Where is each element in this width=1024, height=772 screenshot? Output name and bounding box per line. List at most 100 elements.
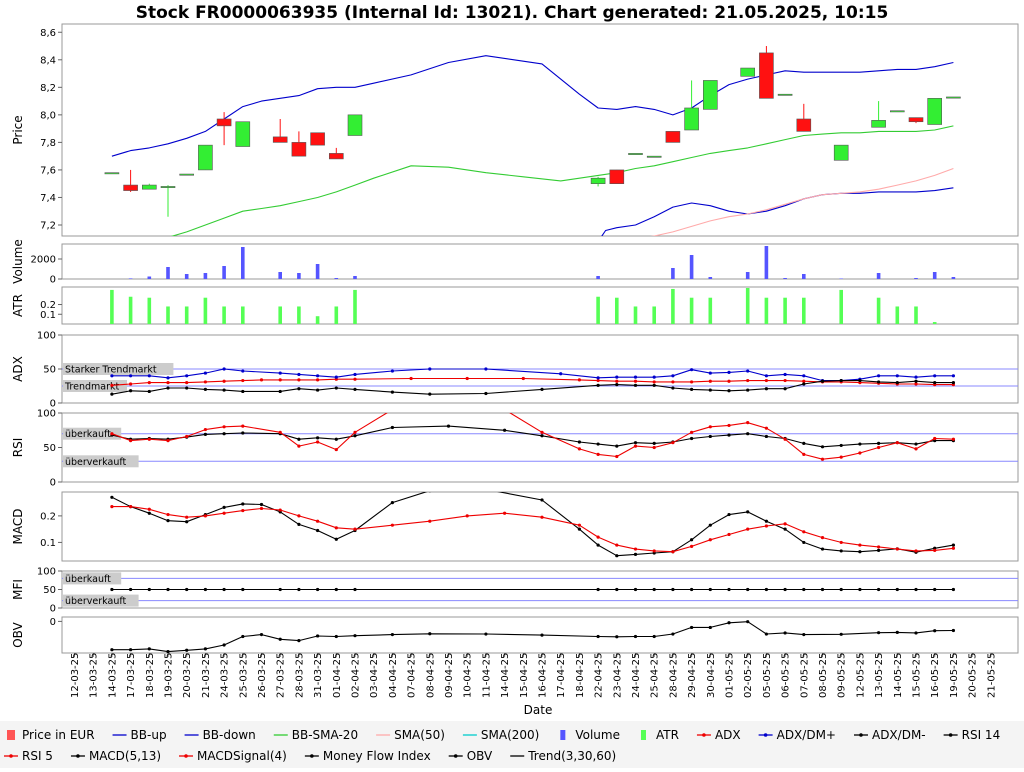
atr-panel-frame xyxy=(61,286,1019,325)
adx-point-adx xyxy=(316,378,320,382)
adx-point-adx xyxy=(521,376,525,381)
obv-point-obv xyxy=(933,629,937,633)
adx-point-adx xyxy=(166,381,170,385)
macd-point-macdsignal-4 xyxy=(259,506,264,511)
atr-bar xyxy=(839,289,843,324)
x-tick-label: 19-03-25 xyxy=(164,653,175,698)
mfi-point-money-flow-index xyxy=(110,587,114,592)
legend-swatch xyxy=(640,730,646,740)
price-candle xyxy=(123,184,138,191)
adx-point-adx xyxy=(708,379,712,383)
x-tick-label: 06-05-25 xyxy=(781,653,792,698)
volume-bar xyxy=(802,274,806,279)
obv-point-obv xyxy=(615,635,619,639)
atr-bar xyxy=(633,306,638,324)
obv-point-obv xyxy=(241,634,245,639)
adx-point-adx-dm xyxy=(764,387,769,391)
macd-point-macdsignal-4 xyxy=(241,508,245,513)
adx-point-adx-dm xyxy=(540,387,544,391)
macd-point-macd-5-13 xyxy=(259,502,264,507)
rsi-point-rsi-14 xyxy=(316,436,320,440)
adx-point-adx xyxy=(671,380,675,384)
price-candle xyxy=(609,169,625,184)
volume-bar xyxy=(278,272,282,279)
adx-point-adx-dm xyxy=(933,381,937,385)
rsi-y-tick-label: 0 xyxy=(50,478,56,489)
macd-point-macd-5-13 xyxy=(241,502,245,506)
macd-point-macdsignal-4 xyxy=(185,515,189,519)
mfi-point-money-flow-index xyxy=(129,587,133,592)
adx-point-adx-dm xyxy=(933,374,937,378)
x-tick-label: 18-03-25 xyxy=(145,653,156,698)
price-candle xyxy=(665,131,681,143)
x-tick-label: 13-03-25 xyxy=(89,653,100,698)
x-tick-label: 27-03-25 xyxy=(276,653,287,698)
price-candle xyxy=(908,117,924,123)
mfi-y-tick-label: 0 xyxy=(50,604,56,615)
legend-label: MACDSignal(4) xyxy=(197,749,287,763)
adx-point-adx-dm xyxy=(858,378,862,383)
adx-point-adx-dm xyxy=(353,387,357,391)
price-series-bb-down xyxy=(601,187,954,236)
macd-point-macdsignal-4 xyxy=(858,543,862,547)
rsi-y-axis-label: RSI xyxy=(11,438,25,458)
adx-point-adx-dm xyxy=(690,368,694,372)
macd-point-macd-5-13 xyxy=(334,537,338,541)
macd-point-macdsignal-4 xyxy=(222,511,226,515)
adx-point-adx-dm xyxy=(316,388,320,392)
rsi-point-rsi-14 xyxy=(540,434,544,438)
rsi-point-rsi-5 xyxy=(316,440,320,444)
adx-zone-label: Starker Trendmarkt xyxy=(65,365,157,376)
x-tick-label: 30-04-25 xyxy=(706,653,717,698)
legend-label: Price in EUR xyxy=(22,728,95,742)
legend-swatch-dot xyxy=(948,733,953,737)
x-tick-label: 05-05-25 xyxy=(762,653,773,698)
x-tick-label: 07-05-25 xyxy=(799,653,810,698)
adx-point-adx-dm xyxy=(708,371,712,375)
x-tick-label: 26-03-25 xyxy=(257,653,268,698)
price-candle xyxy=(702,80,718,110)
obv-point-obv xyxy=(316,634,320,638)
adx-point-adx xyxy=(690,380,694,384)
x-tick-label: 28-04-25 xyxy=(668,653,679,698)
price-candle xyxy=(235,121,251,147)
x-tick-label: 01-04-25 xyxy=(332,653,343,698)
x-tick-label: 20-05-25 xyxy=(968,653,979,698)
volume-bar xyxy=(334,278,339,279)
mfi-point-money-flow-index xyxy=(633,587,638,592)
adx-point-adx xyxy=(241,378,245,383)
volume-bar xyxy=(689,255,694,279)
rsi-point-rsi-14 xyxy=(222,432,226,436)
mfi-point-money-flow-index xyxy=(951,587,956,592)
volume-bar xyxy=(764,246,769,279)
macd-point-macdsignal-4 xyxy=(633,547,638,551)
chart-title: Stock FR0000063935 (Internal Id: 13021).… xyxy=(136,3,889,23)
rsi-point-rsi-5 xyxy=(802,452,806,456)
rsi-panel-frame xyxy=(61,412,1019,483)
rsi-point-rsi-14 xyxy=(914,442,918,446)
macd-point-macdsignal-4 xyxy=(820,536,825,540)
rsi-point-rsi-14 xyxy=(652,441,656,445)
mfi-point-money-flow-index xyxy=(877,587,881,592)
obv-point-obv xyxy=(147,647,151,651)
obv-point-obv xyxy=(334,634,338,639)
price-panel-frame xyxy=(61,23,1019,237)
macd-point-macdsignal-4 xyxy=(390,523,394,527)
mfi-point-money-flow-index xyxy=(222,587,226,592)
adx-point-adx-dm xyxy=(110,392,114,396)
obv-point-obv xyxy=(877,631,881,635)
obv-series-obv xyxy=(111,621,954,653)
legend-item: Trend(3,30,60) xyxy=(510,749,616,763)
legend-label: BB-down xyxy=(203,728,256,742)
legend-item: MACD(5,13) xyxy=(70,749,161,763)
adx-point-adx xyxy=(746,378,750,383)
x-tick-label: 16-04-25 xyxy=(538,653,549,698)
volume-y-tick-label: 0 xyxy=(50,275,56,286)
price-candle xyxy=(684,107,699,131)
macd-point-macdsignal-4 xyxy=(951,546,956,550)
x-tick-label: 09-04-25 xyxy=(444,653,455,698)
legend-item: BB-up xyxy=(112,728,167,742)
legend-item: ATR xyxy=(640,728,679,742)
adx-point-adx xyxy=(278,378,282,382)
legend-swatch-dot xyxy=(9,754,13,758)
